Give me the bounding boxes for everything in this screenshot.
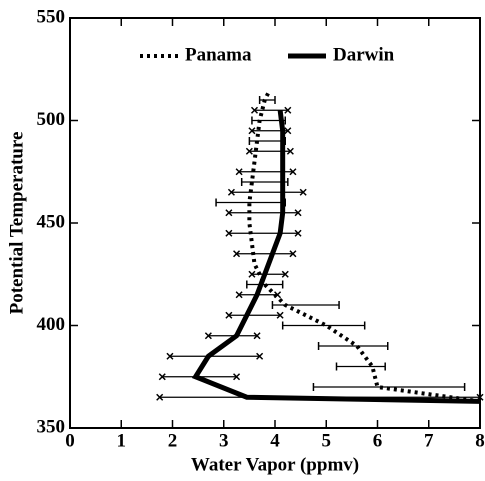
error-cap <box>245 147 253 155</box>
y-tick-label: 450 <box>37 211 66 232</box>
x-tick-label: 1 <box>117 430 127 451</box>
x-tick-label: 0 <box>65 430 75 451</box>
error-cap <box>276 311 284 319</box>
error-cap <box>235 168 243 176</box>
error-cap <box>289 168 297 176</box>
error-cap <box>256 352 264 360</box>
error-cap <box>248 127 256 135</box>
x-tick-label: 7 <box>424 430 434 451</box>
x-tick-label: 8 <box>475 430 485 451</box>
x-tick-label: 3 <box>219 430 229 451</box>
error-cap <box>233 373 241 381</box>
error-cap <box>233 250 241 258</box>
y-axis-label: Potential Temperature <box>6 132 27 315</box>
error-cap <box>158 373 166 381</box>
error-cap <box>227 188 235 196</box>
x-tick-label: 6 <box>373 430 383 451</box>
plot-frame <box>69 17 481 429</box>
error-cap <box>253 332 261 340</box>
y-tick-label: 350 <box>37 416 66 437</box>
error-cap <box>289 250 297 258</box>
y-tick-label: 550 <box>37 6 66 27</box>
x-tick-label: 2 <box>168 430 178 451</box>
y-tick-label: 400 <box>37 314 66 335</box>
error-cap <box>235 291 243 299</box>
error-cap <box>156 393 164 401</box>
x-tick-label: 5 <box>322 430 332 451</box>
series-line <box>191 109 481 404</box>
error-cap <box>284 106 292 114</box>
error-cap <box>250 106 259 114</box>
error-cap <box>274 291 282 299</box>
legend-label: Darwin <box>333 44 395 65</box>
error-cap <box>225 209 233 217</box>
error-cap <box>225 311 233 319</box>
error-cap <box>248 270 256 278</box>
x-axis-label: Water Vapor (ppmv) <box>191 454 359 475</box>
error-cap <box>286 147 294 155</box>
error-cap <box>284 127 292 135</box>
error-cap <box>281 270 289 278</box>
x-tick-label: 4 <box>270 430 280 451</box>
error-cap <box>294 229 302 237</box>
error-cap <box>299 188 307 196</box>
error-cap <box>225 229 233 237</box>
y-tick-label: 500 <box>37 109 66 130</box>
legend-label: Panama <box>185 44 252 65</box>
error-cap <box>204 332 212 340</box>
error-cap <box>294 209 302 217</box>
error-cap <box>166 352 174 360</box>
series-line <box>247 88 481 404</box>
